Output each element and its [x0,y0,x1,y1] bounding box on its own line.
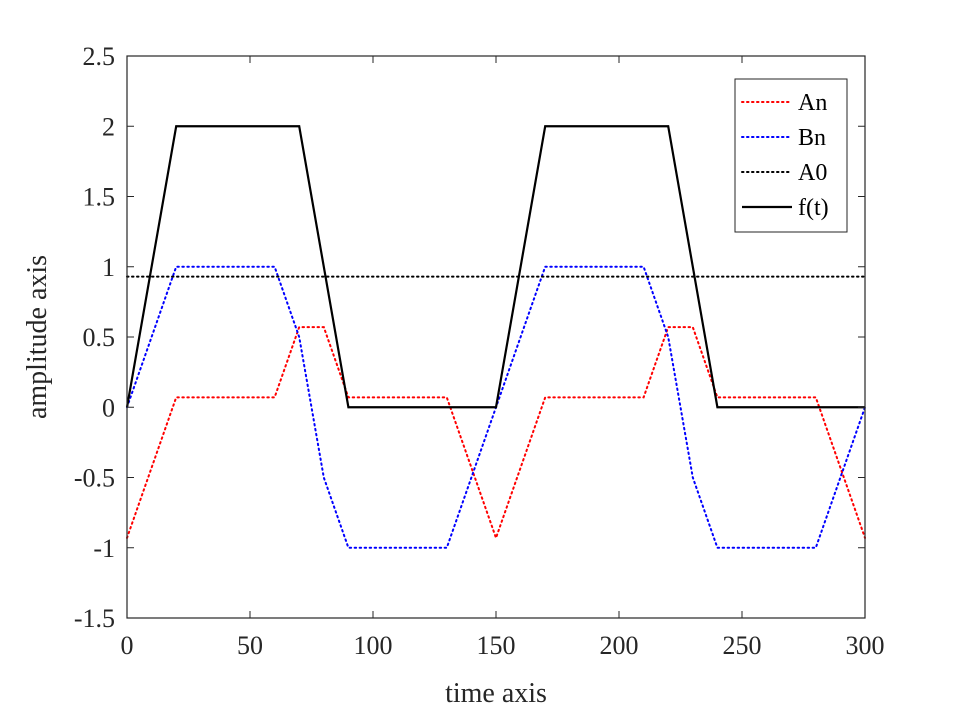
y-tick-label: 0 [102,393,115,422]
y-tick-label: 1 [102,253,115,282]
y-tick-label: -0.5 [74,464,115,493]
y-tick-label: -1 [93,534,115,563]
y-tick-label: 2 [102,112,115,141]
x-tick-label: 50 [237,631,263,660]
y-tick-label: 0.5 [83,323,116,352]
series-line-an [126,326,866,541]
legend-label: A0 [798,160,827,186]
y-tick-label: 1.5 [83,183,116,212]
x-axis-label: time axis [445,678,547,709]
x-tick-label: 0 [121,631,134,660]
x-tick-label: 100 [354,631,393,660]
y-tick-label: 2.5 [83,42,116,71]
x-tick-label: 300 [846,631,885,660]
legend-entries: An Bn A0 f(t) [741,90,829,221]
x-tick-label: 150 [477,631,516,660]
legend-label: f(t) [798,195,829,221]
ticks-layer [126,55,866,619]
x-tick-label: 200 [600,631,639,660]
y-axis-label: amplitude axis [22,255,53,419]
legend-label: Bn [798,125,826,151]
tick-labels-layer: 0 50 100 150 200 250 300 -1.5 -1 -0.5 0 0.5 1 1.5 2 2.5 [74,42,885,660]
y-tick-label: -1.5 [74,604,115,633]
legend-label: An [798,90,827,116]
series-line-ft [125,125,865,409]
x-tick-label: 250 [723,631,762,660]
series-layer [125,125,866,549]
legend: An Bn A0 f(t) [734,78,848,233]
